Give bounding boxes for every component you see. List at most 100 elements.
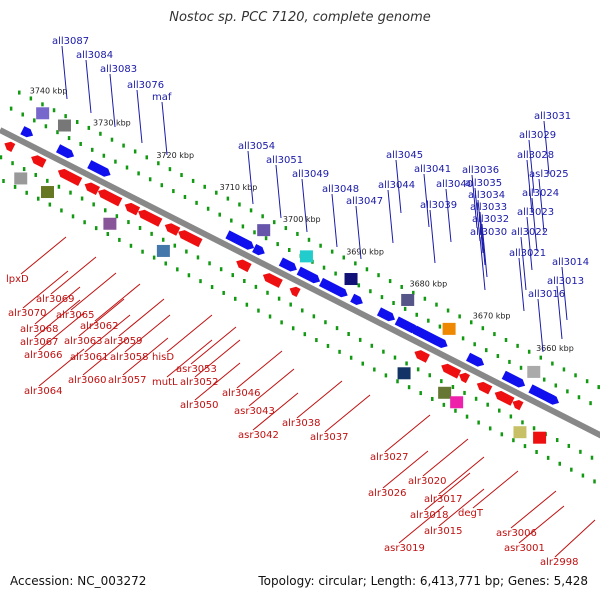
- tick-dot: [122, 143, 125, 148]
- tick-dot: [138, 225, 142, 230]
- tick-dot: [67, 136, 71, 141]
- tick-dot: [277, 296, 281, 301]
- gene-label-forward: all3054: [238, 141, 275, 152]
- tick-dot: [150, 231, 153, 236]
- callout-line: [526, 159, 533, 214]
- gene-label-reverse: mutL: [152, 377, 178, 388]
- tick-dot: [272, 220, 276, 225]
- kbp-tick-label: 3670 kbp: [473, 312, 511, 321]
- tick-dot: [104, 208, 107, 213]
- callout-line: [438, 488, 485, 527]
- tick-dot: [46, 178, 49, 183]
- tick-dot: [183, 194, 187, 199]
- callout-line: [382, 450, 429, 489]
- gene-reverse: [476, 381, 493, 395]
- callout-line: [166, 314, 213, 353]
- gene-label-forward: all3014: [552, 257, 589, 268]
- tick-dot: [384, 373, 388, 378]
- tick-dot: [99, 131, 102, 136]
- callout-line: [556, 285, 563, 340]
- tick-dot: [423, 296, 427, 301]
- tick-dot: [289, 302, 292, 307]
- feature-box: [156, 244, 170, 257]
- kbp-tick-label: 3680 kbp: [410, 280, 448, 289]
- callout-line: [22, 270, 69, 309]
- gene-forward: [434, 336, 448, 348]
- callout-line: [384, 414, 431, 453]
- gene-label-reverse: asr3006: [496, 528, 537, 539]
- feature-box: [57, 119, 71, 132]
- tick-dot: [127, 220, 130, 225]
- tick-dot: [516, 343, 519, 348]
- tick-dot: [498, 408, 501, 413]
- gene-label-reverse: alr3026: [368, 488, 406, 499]
- callout-line: [78, 298, 125, 337]
- tick-dot: [276, 242, 279, 247]
- tick-dot: [148, 177, 152, 182]
- tick-dot: [11, 161, 14, 166]
- gene-reverse: [111, 196, 123, 207]
- tick-dot: [241, 224, 245, 229]
- tick-dot: [554, 383, 558, 388]
- tick-dot: [361, 361, 364, 366]
- tick-dot: [176, 267, 179, 272]
- callout-line: [543, 120, 550, 175]
- tick-dot: [446, 308, 450, 313]
- gene-label-reverse: alr3057: [108, 375, 146, 386]
- gene-label-forward: all3040: [436, 179, 473, 190]
- tick-dot: [486, 402, 489, 407]
- tick-dot: [13, 184, 17, 189]
- gene-label-reverse: alr3070: [8, 308, 46, 319]
- gene-label-forward: all3047: [346, 196, 383, 207]
- gene-label-reverse: alr3038: [282, 418, 320, 429]
- tick-dot: [48, 202, 52, 207]
- callout-line: [301, 178, 308, 233]
- tick-dot: [382, 349, 385, 354]
- tick-dot: [234, 296, 237, 301]
- tick-dot: [56, 130, 59, 135]
- kbp-tick-label: 3700 kbp: [283, 215, 321, 224]
- gene-reverse: [236, 259, 252, 273]
- gene-label-reverse: hisD: [152, 352, 174, 363]
- gene-forward: [20, 126, 34, 138]
- callout-line: [84, 314, 131, 353]
- gene-label-forward: maf: [152, 92, 172, 103]
- tick-dot: [41, 102, 44, 107]
- tick-dot: [161, 237, 165, 242]
- callout-line: [518, 505, 565, 544]
- tick-dot: [562, 367, 566, 372]
- tick-dot: [551, 361, 554, 366]
- tick-dot: [307, 237, 311, 242]
- callout-line: [82, 337, 129, 376]
- gene-label-reverse: alr3037: [310, 432, 348, 443]
- gene-label-forward: all3034: [468, 190, 505, 201]
- gene-reverse: [262, 273, 283, 288]
- tick-dot: [9, 106, 13, 111]
- tick-dot: [172, 189, 175, 194]
- tick-dot: [579, 449, 582, 454]
- callout-line: [429, 209, 436, 264]
- tick-dot: [206, 206, 210, 211]
- tick-dot: [115, 214, 119, 219]
- gene-label-forward: all3051: [266, 155, 303, 166]
- gene-label-forward: all3076: [127, 80, 164, 91]
- tick-dot: [373, 367, 376, 372]
- kbp-tick-label: 3710 kbp: [220, 183, 258, 192]
- callout-line: [528, 139, 535, 194]
- tick-dot: [428, 373, 431, 378]
- gene-reverse: [494, 390, 515, 406]
- tick-dot: [141, 249, 144, 254]
- feature-box: [438, 386, 452, 399]
- gene-forward: [296, 266, 321, 284]
- kbp-tick-label: 3690 kbp: [346, 247, 384, 256]
- feature-box: [401, 293, 415, 306]
- tick-dot: [199, 279, 202, 284]
- tick-dot: [90, 147, 94, 152]
- gene-label-forward: asl3025: [529, 169, 569, 180]
- gene-label-reverse: alr3020: [408, 476, 446, 487]
- gene-reverse: [151, 216, 163, 227]
- tick-dot: [469, 320, 473, 325]
- gene-label-reverse: alr2998: [540, 557, 578, 568]
- gene-label-forward: all3033: [470, 202, 507, 213]
- callout-line: [50, 256, 97, 295]
